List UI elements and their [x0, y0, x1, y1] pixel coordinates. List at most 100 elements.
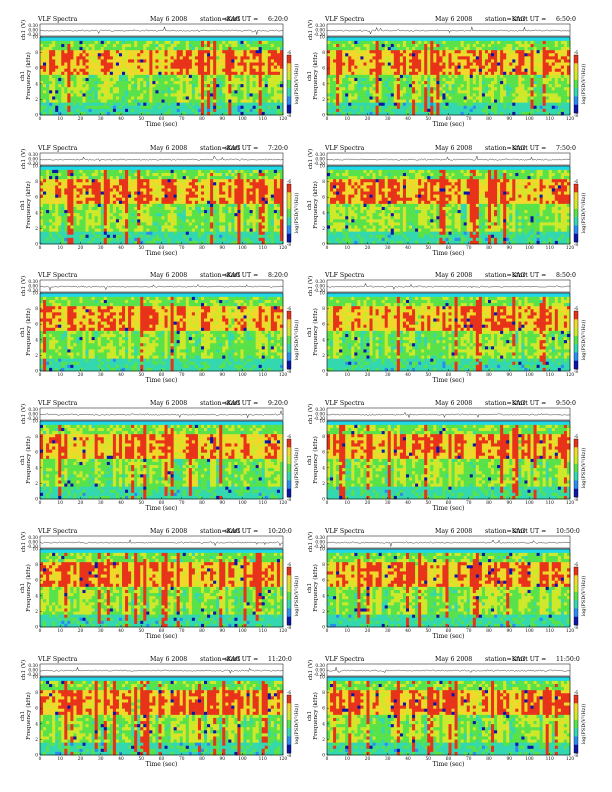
spectrogram-cell — [158, 84, 161, 87]
spectrogram-cell — [231, 56, 234, 59]
spectrogram-cell — [131, 53, 134, 56]
spectrogram-cell — [174, 41, 177, 44]
spectrogram-cell — [101, 84, 104, 87]
spectrogram-cell — [237, 50, 240, 53]
spectrogram-cell — [210, 90, 213, 93]
spectrogram-cell — [189, 41, 192, 44]
spectrogram-cell — [213, 63, 216, 66]
spectrogram-cell — [64, 50, 67, 53]
spectrogram-cell — [43, 103, 46, 106]
spectrogram-cell — [58, 41, 61, 44]
spectrogram-cell — [165, 66, 168, 69]
spectrogram-cell — [131, 66, 134, 69]
spectrogram-cell — [216, 93, 219, 96]
spectrogram-cell — [61, 50, 64, 53]
spectrogram-cell — [73, 66, 76, 69]
spectrogram-cell — [125, 93, 128, 96]
spectrogram-cell — [155, 81, 158, 84]
spectrogram-cell — [165, 100, 168, 103]
spectrogram-cell — [83, 90, 86, 93]
spectrogram-cell — [146, 106, 149, 109]
spectrogram-cell — [92, 90, 95, 93]
spectrogram-cell — [58, 84, 61, 87]
spectrogram-cell — [207, 100, 210, 103]
spectrogram-cell — [162, 50, 165, 53]
spectrogram-cell — [201, 109, 204, 112]
spectrogram-cell — [95, 41, 98, 44]
spectrogram-cell — [155, 63, 158, 66]
spectrogram-cell — [146, 96, 149, 99]
spectrogram-cell — [225, 100, 228, 103]
spectrogram-cell — [76, 96, 79, 99]
spectrogram-cell — [79, 103, 82, 106]
spectrogram-cutoff-band — [40, 37, 283, 41]
spectrogram-cell — [119, 50, 122, 53]
spectrogram-cell — [110, 78, 113, 81]
spectrogram-cell — [128, 47, 131, 50]
spectrogram-cell — [183, 66, 186, 69]
spectrogram-cell — [207, 78, 210, 81]
spectrogram-cell — [40, 72, 43, 75]
spectrogram-cell — [140, 69, 143, 72]
spectrogram-cell — [116, 81, 119, 84]
spectrogram-cell — [46, 44, 49, 47]
spectrogram-cell — [174, 93, 177, 96]
spectrogram-cell — [128, 87, 131, 90]
spectrogram-cell — [158, 66, 161, 69]
spectrogram-cell — [104, 75, 107, 78]
spectrogram-cell — [158, 56, 161, 59]
spectrogram-cell — [198, 96, 201, 99]
spectrogram-cell — [134, 63, 137, 66]
vlf-spectra-sheet: VLF Spectra May 6 2008 station=KAGstart UT… — [0, 0, 612, 792]
spectrogram-cell — [67, 53, 70, 56]
spectrogram-cell — [52, 66, 55, 69]
spectrogram-cell — [189, 63, 192, 66]
spectrogram-cell — [89, 72, 92, 75]
spectrogram-cell — [64, 106, 67, 109]
spectrogram-cell — [222, 96, 225, 99]
spectrogram-cell — [64, 96, 67, 99]
spectrogram-cell — [198, 103, 201, 106]
spectrogram-cell — [73, 84, 76, 87]
spectrogram-cell — [79, 93, 82, 96]
spectrogram-cell — [171, 59, 174, 62]
spectrogram-cell — [49, 87, 52, 90]
spectrogram-cell — [171, 72, 174, 75]
spectrogram-cell — [165, 44, 168, 47]
spectrogram-cell — [125, 75, 128, 78]
spectrogram-cell — [49, 90, 52, 93]
spectrogram-cell — [46, 59, 49, 62]
spectrogram-cell — [86, 100, 89, 103]
spectrogram-cell — [180, 75, 183, 78]
spectrogram-cell — [180, 93, 183, 96]
spectrogram-cell — [240, 50, 243, 53]
spectrogram-cell — [183, 59, 186, 62]
spectrogram-cell — [165, 103, 168, 106]
spectrogram-cell — [55, 66, 58, 69]
spectrogram-cell — [122, 106, 125, 109]
spectrogram-cell — [222, 47, 225, 50]
spectrogram-cell — [158, 63, 161, 66]
spectrogram-cell — [207, 96, 210, 99]
spectrogram-cell — [231, 96, 234, 99]
spectrogram-cell — [213, 109, 216, 112]
spectrogram-cell — [152, 50, 155, 53]
spectrogram-cell — [76, 63, 79, 66]
spectrogram-cell — [240, 63, 243, 66]
spectrogram-cell — [171, 47, 174, 50]
spectrogram-cell — [198, 75, 201, 78]
spectrogram-cell — [61, 66, 64, 69]
spectrogram-cell — [128, 109, 131, 112]
spectrogram-cell — [244, 78, 247, 81]
spectrogram-cell — [116, 69, 119, 72]
spectrogram-cell — [165, 41, 168, 44]
spectrogram-cell — [140, 96, 143, 99]
spectrogram-cell — [143, 87, 146, 90]
spectrogram-cell — [86, 41, 89, 44]
spectrogram-cell — [146, 72, 149, 75]
spectrogram-cell — [174, 96, 177, 99]
spectrogram-cell — [201, 78, 204, 81]
spectrogram-cell — [52, 56, 55, 59]
spectrogram-cell — [213, 47, 216, 50]
spectrogram-cell — [210, 96, 213, 99]
